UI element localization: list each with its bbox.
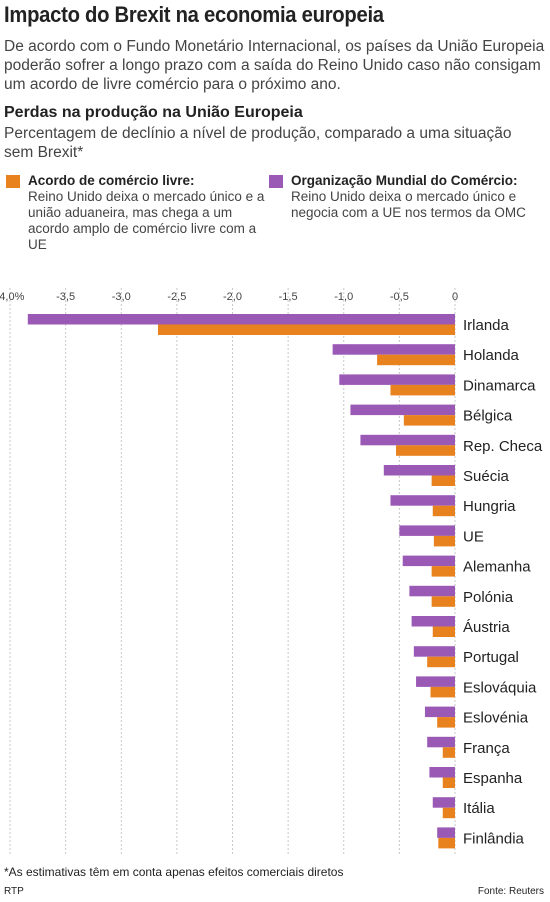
credit-label: RTP	[4, 886, 24, 897]
category-label: Itália	[463, 800, 495, 817]
bar-wto	[390, 495, 455, 506]
bar-chart: -4,0% -3,5 -3,0 -2,5 -2,0 -1,5 -1,0 -0,5 0 Irlan…	[0, 288, 543, 855]
category-label: UE	[463, 528, 484, 545]
legend-item-free-trade: Acordo de comércio livre: Reino Unido de…	[6, 173, 266, 253]
legend-swatch-wto	[269, 175, 283, 188]
bar-wto	[416, 676, 455, 687]
bar-free-trade	[157, 324, 455, 335]
bar-wto	[432, 797, 455, 808]
bar-free-trade	[431, 566, 455, 577]
bar-free-trade	[431, 475, 455, 486]
bar-free-trade	[377, 354, 455, 366]
legend-description-free-trade: Reino Unido deixa o mercado único e a un…	[28, 189, 265, 252]
bar-free-trade	[442, 747, 455, 758]
bar-wto	[411, 616, 455, 627]
chart-subtitle: Percentagem de declínio a nível de produ…	[4, 125, 512, 161]
x-tick-label: -4,0%	[0, 291, 25, 303]
category-label: Espanha	[463, 770, 523, 787]
bar-wto	[339, 374, 455, 385]
bars	[27, 314, 456, 849]
category-label: Finlândia	[463, 830, 525, 847]
x-axis-ticks: -4,0% -3,5 -3,0 -2,5 -2,0 -1,5 -1,0 -0,5 0	[0, 291, 458, 303]
bar-wto	[360, 434, 455, 446]
bar-wto	[413, 646, 455, 657]
category-label: Alemanha	[463, 559, 531, 576]
bar-wto	[383, 465, 455, 476]
x-tick-label: -3,0	[112, 291, 131, 303]
grid-lines	[9, 288, 456, 855]
chart-main-title: Impacto do Brexit na economia europeia	[4, 2, 384, 27]
legend-swatch-free-trade	[6, 175, 20, 188]
bar-wto	[332, 344, 455, 355]
legend-name-free-trade: Acordo de comércio livre:	[28, 173, 195, 188]
category-label: Eslováquia	[463, 679, 537, 696]
category-label: França	[463, 740, 510, 757]
category-labels: Irlanda Holanda Dinamarca Bélgica Rep. Checa…	[463, 317, 543, 847]
x-tick-label: -1,0	[334, 291, 353, 303]
source-label: Fonte: Reuters	[477, 886, 544, 897]
category-label: Holanda	[463, 347, 520, 364]
bar-free-trade	[396, 445, 455, 456]
x-tick-label: -2,0	[223, 291, 242, 303]
bar-free-trade	[431, 596, 455, 607]
bar-free-trade	[430, 686, 455, 698]
x-tick-label: -0,5	[390, 291, 409, 303]
category-label: Portugal	[463, 649, 519, 666]
category-label: Rep. Checa	[463, 438, 543, 455]
legend-item-wto: Organização Mundial do Comércio: Reino U…	[269, 173, 544, 221]
category-label: Hungria	[463, 498, 516, 515]
bar-wto	[27, 314, 456, 325]
category-label: Eslovénia	[463, 710, 529, 727]
footnote: *As estimativas têm em conta apenas efei…	[4, 865, 344, 879]
category-label: Suécia	[463, 468, 510, 485]
bar-free-trade	[432, 626, 455, 637]
x-tick-label: -2,5	[167, 291, 186, 303]
x-tick-label: -1,5	[279, 291, 298, 303]
bar-wto	[350, 404, 455, 416]
category-label: Irlanda	[463, 317, 510, 334]
intro-text: De acordo com o Fundo Monetário Internac…	[4, 38, 545, 93]
bar-free-trade	[433, 535, 455, 547]
x-tick-label: 0	[452, 291, 458, 303]
bar-free-trade	[432, 505, 455, 517]
x-tick-label: -3,5	[56, 291, 75, 303]
category-label: Bélgica	[463, 408, 513, 425]
bar-wto	[402, 555, 455, 567]
legend-name-wto: Organização Mundial do Comércio:	[291, 173, 518, 188]
bar-free-trade	[438, 837, 455, 849]
category-label: Áustria	[463, 619, 510, 636]
bar-wto	[399, 525, 455, 536]
bar-free-trade	[442, 777, 455, 788]
chart-title: Perdas na produção na União Europeia	[4, 104, 303, 121]
category-label: Dinamarca	[463, 377, 536, 394]
bar-free-trade	[403, 415, 455, 426]
bar-wto	[409, 585, 455, 597]
bar-wto	[429, 767, 455, 778]
bar-wto	[424, 706, 455, 718]
category-label: Polónia	[463, 589, 514, 606]
bar-free-trade	[437, 717, 455, 728]
legend-description-wto: Reino Unido deixa o mercado único e nego…	[291, 189, 526, 220]
bar-free-trade	[442, 807, 455, 819]
bar-free-trade	[390, 384, 455, 396]
bar-wto	[437, 827, 455, 838]
bar-wto	[427, 736, 455, 748]
bar-free-trade	[427, 656, 455, 668]
